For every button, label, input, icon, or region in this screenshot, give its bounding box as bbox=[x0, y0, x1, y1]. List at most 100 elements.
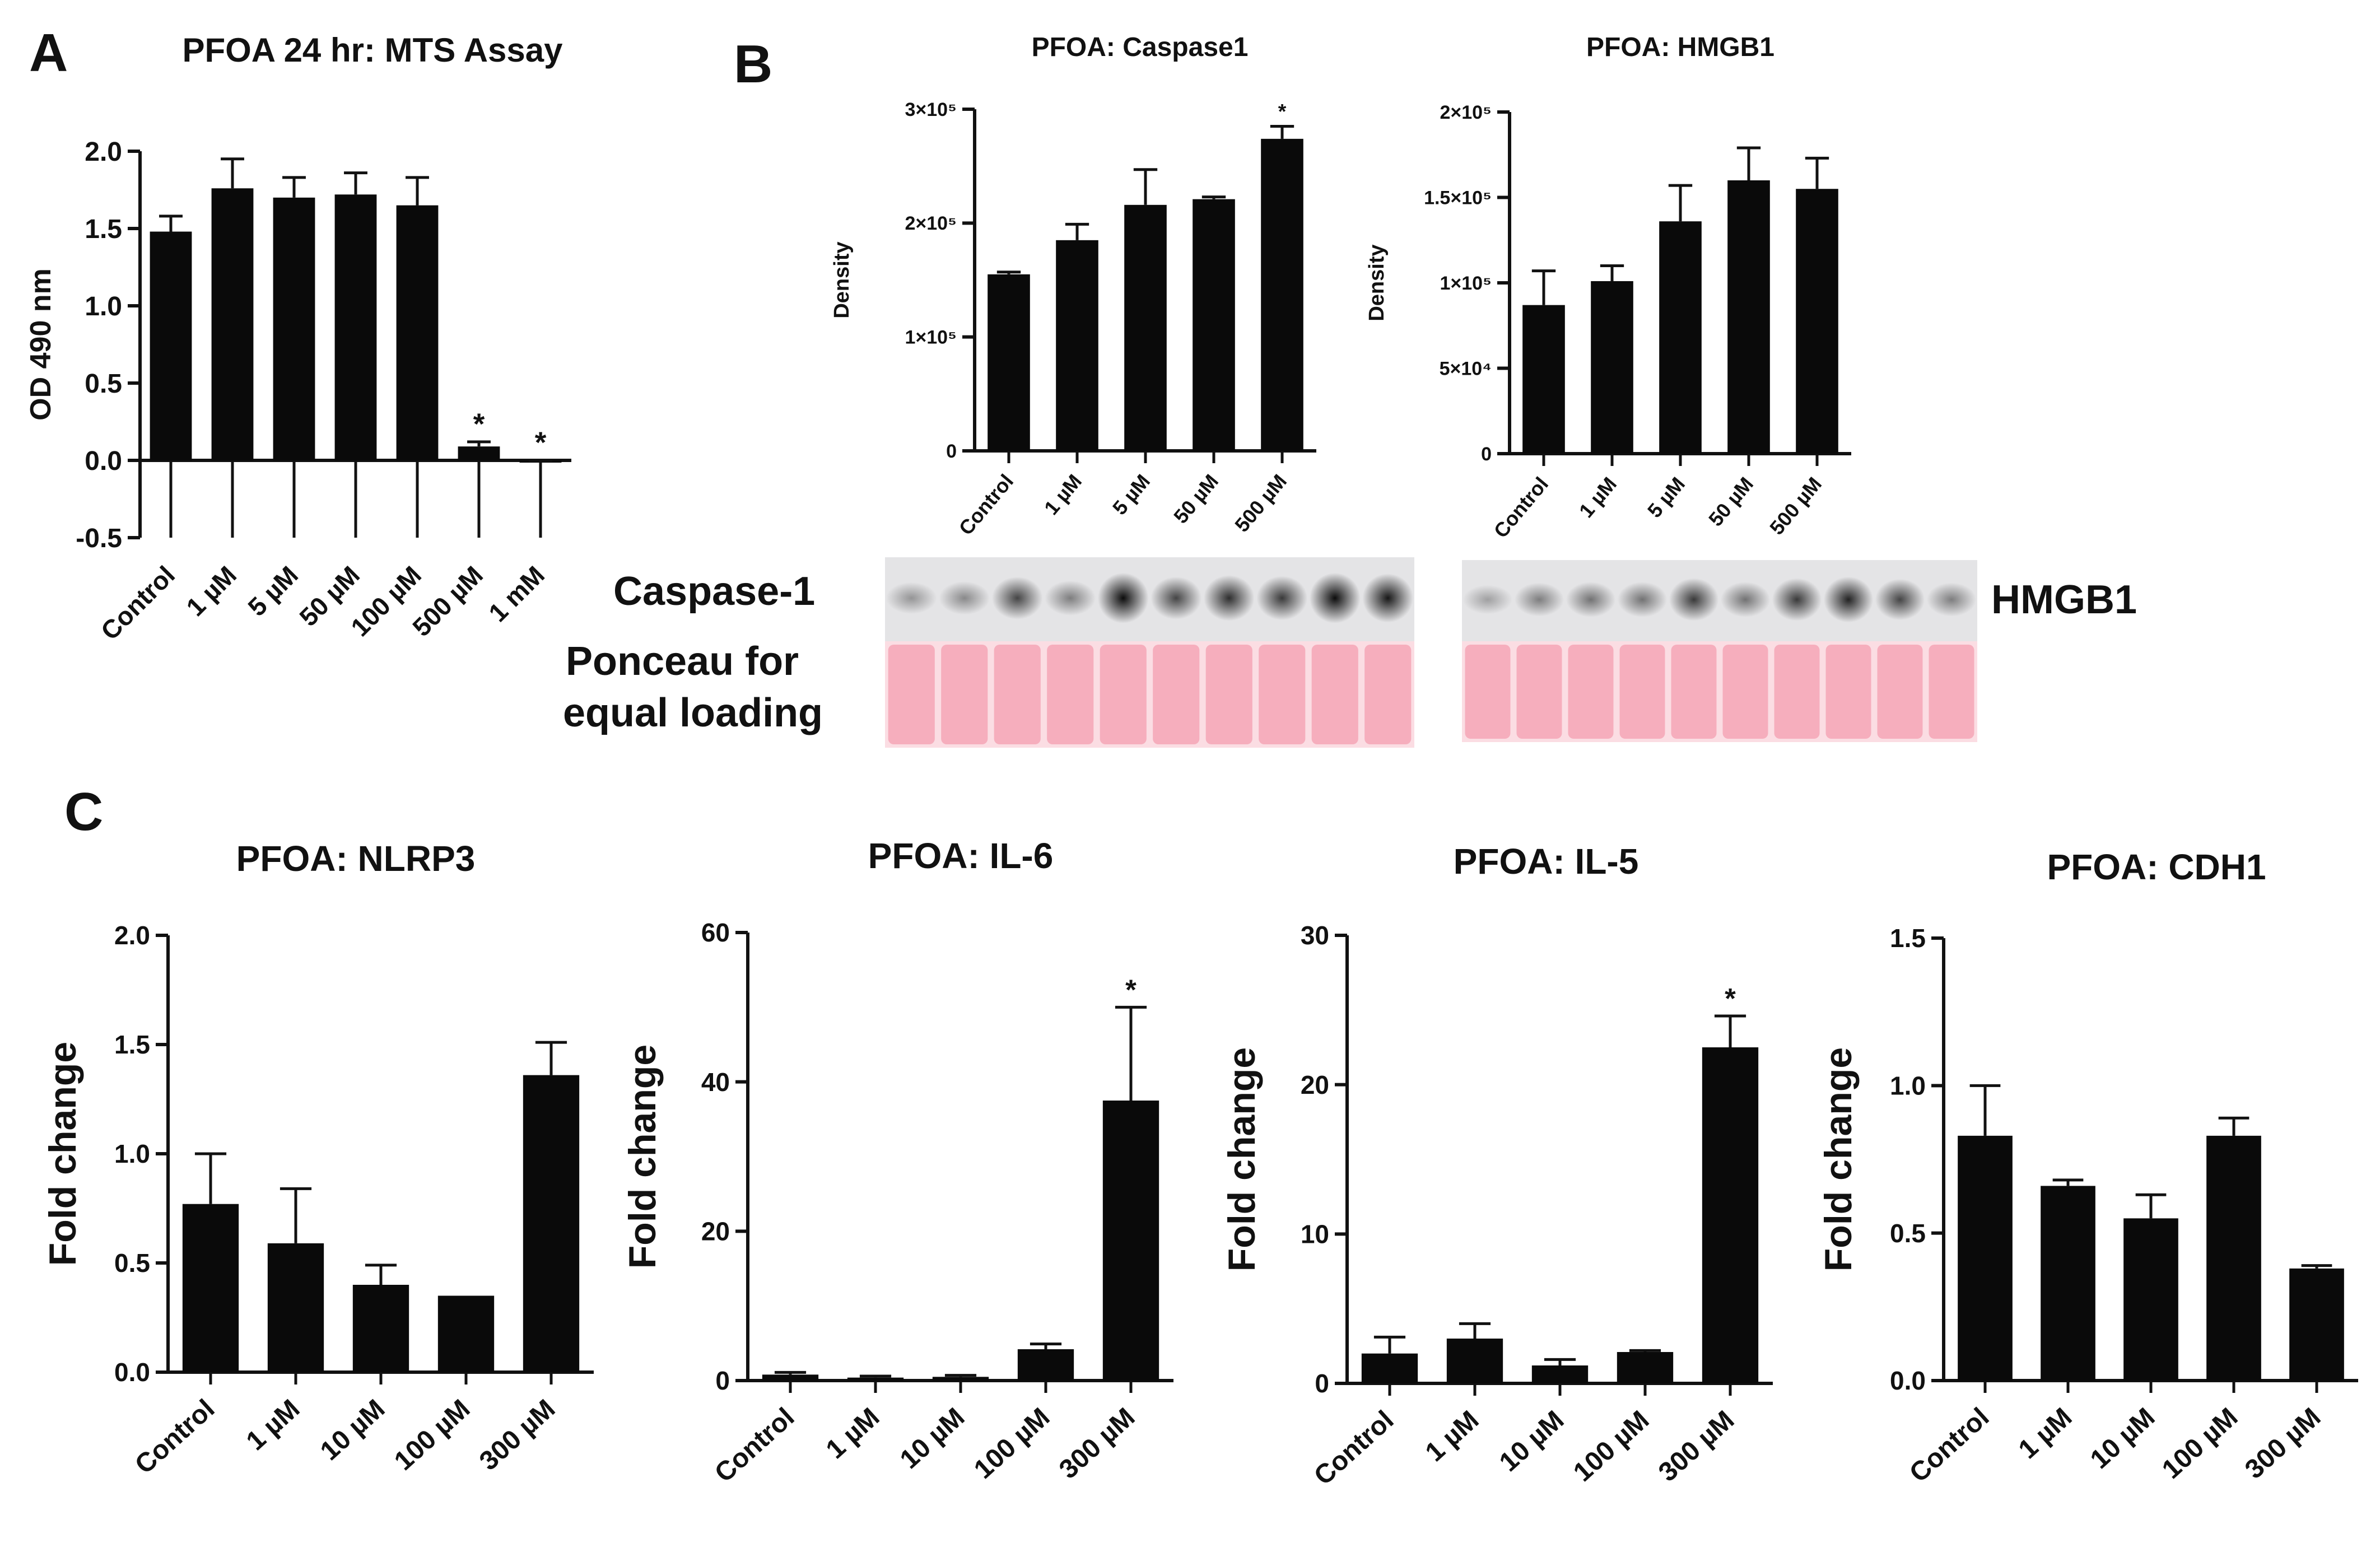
chart-title: PFOA: NLRP3 bbox=[236, 838, 476, 879]
bar-4 bbox=[2206, 1135, 2261, 1381]
y-axis-label: OD 490 nm bbox=[25, 268, 57, 421]
y-axis-label: Fold change bbox=[621, 1045, 664, 1269]
hmgb1-ponceau bbox=[1462, 641, 1977, 742]
bar-5 bbox=[1102, 1101, 1159, 1381]
y-tick-label: 0 bbox=[1315, 1369, 1329, 1398]
ponceau-lane-10 bbox=[1929, 645, 1974, 739]
bar-6 bbox=[458, 446, 500, 460]
bar-5 bbox=[1796, 189, 1838, 454]
ponceau-lane-3 bbox=[994, 645, 1041, 744]
y-tick-label: 5×10⁴ bbox=[1440, 358, 1492, 379]
y-tick-label: 0.0 bbox=[114, 1358, 150, 1387]
bar-1 bbox=[762, 1374, 819, 1381]
y-tick-label: 3×10⁵ bbox=[905, 99, 957, 120]
ponceau-lane-7 bbox=[1205, 645, 1252, 744]
band-5 bbox=[1669, 578, 1719, 621]
y-tick-label: 0 bbox=[946, 441, 957, 462]
band-6 bbox=[1151, 576, 1202, 619]
bar-3 bbox=[1531, 1365, 1589, 1383]
chart-title: PFOA 24 hr: MTS Assay bbox=[182, 31, 563, 69]
y-tick-label: 2×10⁵ bbox=[1440, 102, 1492, 123]
ponceau-lane-4 bbox=[1047, 645, 1094, 744]
y-axis-label: Fold change bbox=[1221, 1047, 1263, 1271]
ponceau-lane-1 bbox=[1465, 645, 1511, 739]
panel-letter-c: C bbox=[64, 782, 104, 842]
ponceau-label-line1: Ponceau for bbox=[566, 639, 799, 684]
y-tick-label: 0 bbox=[1481, 444, 1492, 465]
y-tick-label: 20 bbox=[1301, 1070, 1329, 1099]
bar-5 bbox=[2289, 1268, 2344, 1381]
band-10 bbox=[1926, 582, 1977, 617]
ponceau-lane-8 bbox=[1259, 645, 1306, 744]
bar-3 bbox=[932, 1377, 989, 1381]
band-7 bbox=[1772, 578, 1822, 621]
y-tick-label: 2×10⁵ bbox=[905, 213, 957, 234]
ponceau-lane-6 bbox=[1722, 645, 1768, 739]
band-3 bbox=[991, 576, 1043, 619]
band-8 bbox=[1823, 576, 1874, 623]
ponceau-lane-1 bbox=[888, 645, 935, 744]
hmgb1-blot bbox=[1462, 560, 1977, 644]
y-tick-label: 1.5 bbox=[1890, 924, 1926, 953]
significance-marker: * bbox=[473, 408, 485, 441]
band-10 bbox=[1362, 574, 1414, 623]
band-9 bbox=[1309, 572, 1361, 623]
chart-title: PFOA: Caspase1 bbox=[1032, 32, 1249, 62]
ponceau-lane-10 bbox=[1364, 645, 1412, 744]
bar-3 bbox=[273, 197, 315, 460]
y-tick-label: 1.5 bbox=[85, 215, 122, 244]
bar-5 bbox=[396, 205, 439, 460]
ponceau-lane-8 bbox=[1825, 645, 1871, 739]
chart-title: PFOA: IL-5 bbox=[1454, 841, 1639, 882]
y-tick-label: 1×10⁵ bbox=[905, 327, 957, 348]
band-9 bbox=[1875, 579, 1925, 621]
ponceau-lane-4 bbox=[1619, 645, 1665, 739]
ponceau-lane-2 bbox=[1516, 645, 1562, 739]
band-2 bbox=[939, 581, 990, 615]
y-tick-label: 1.5 bbox=[114, 1030, 150, 1059]
bar-2 bbox=[1446, 1339, 1503, 1383]
ponceau-lane-9 bbox=[1877, 645, 1923, 739]
panel-letter-a: A bbox=[29, 23, 68, 83]
y-tick-label: 1.5×10⁵ bbox=[1424, 187, 1492, 208]
y-tick-label: 0.0 bbox=[1890, 1366, 1926, 1395]
bar-3 bbox=[1659, 221, 1702, 454]
hmgb1-blot-label: HMGB1 bbox=[1991, 577, 2137, 622]
bar-1 bbox=[1361, 1353, 1418, 1383]
band-2 bbox=[1514, 582, 1564, 617]
bar-2 bbox=[267, 1243, 324, 1372]
chart-title: PFOA: CDH1 bbox=[2047, 847, 2266, 887]
panel-letter-b: B bbox=[734, 34, 773, 94]
ponceau-lane-3 bbox=[1568, 645, 1614, 739]
bar-3 bbox=[352, 1285, 409, 1372]
y-tick-label: 1×10⁵ bbox=[1440, 273, 1492, 294]
band-6 bbox=[1720, 582, 1771, 617]
y-axis-label: Density bbox=[830, 241, 854, 318]
y-tick-label: 10 bbox=[1301, 1219, 1329, 1248]
significance-marker: * bbox=[535, 426, 547, 459]
y-tick-label: 0.5 bbox=[85, 369, 122, 399]
bar-2 bbox=[847, 1377, 904, 1381]
bar-4 bbox=[1017, 1349, 1074, 1381]
bar-4 bbox=[334, 194, 377, 460]
bar-4 bbox=[1193, 199, 1235, 451]
y-tick-label: 0 bbox=[715, 1366, 730, 1395]
y-tick-label: 1.0 bbox=[85, 292, 122, 321]
ponceau-lane-9 bbox=[1311, 645, 1358, 744]
bar-2 bbox=[2041, 1186, 2095, 1381]
bar-5 bbox=[1702, 1047, 1759, 1383]
bar-4 bbox=[1617, 1352, 1674, 1383]
y-tick-label: -0.5 bbox=[76, 524, 122, 553]
bar-1 bbox=[1522, 305, 1565, 454]
band-4 bbox=[1617, 582, 1668, 617]
y-tick-label: 1.0 bbox=[114, 1139, 150, 1168]
bar-1 bbox=[1958, 1135, 2013, 1381]
chart-title: PFOA: HMGB1 bbox=[1586, 32, 1774, 62]
western-blots-layer bbox=[885, 557, 1977, 748]
caspase-ponceau bbox=[885, 641, 1414, 748]
bar-4 bbox=[437, 1295, 495, 1372]
band-8 bbox=[1256, 576, 1308, 621]
y-tick-label: 1.0 bbox=[1890, 1071, 1926, 1100]
caspase-blot-label: Caspase-1 bbox=[613, 569, 816, 614]
